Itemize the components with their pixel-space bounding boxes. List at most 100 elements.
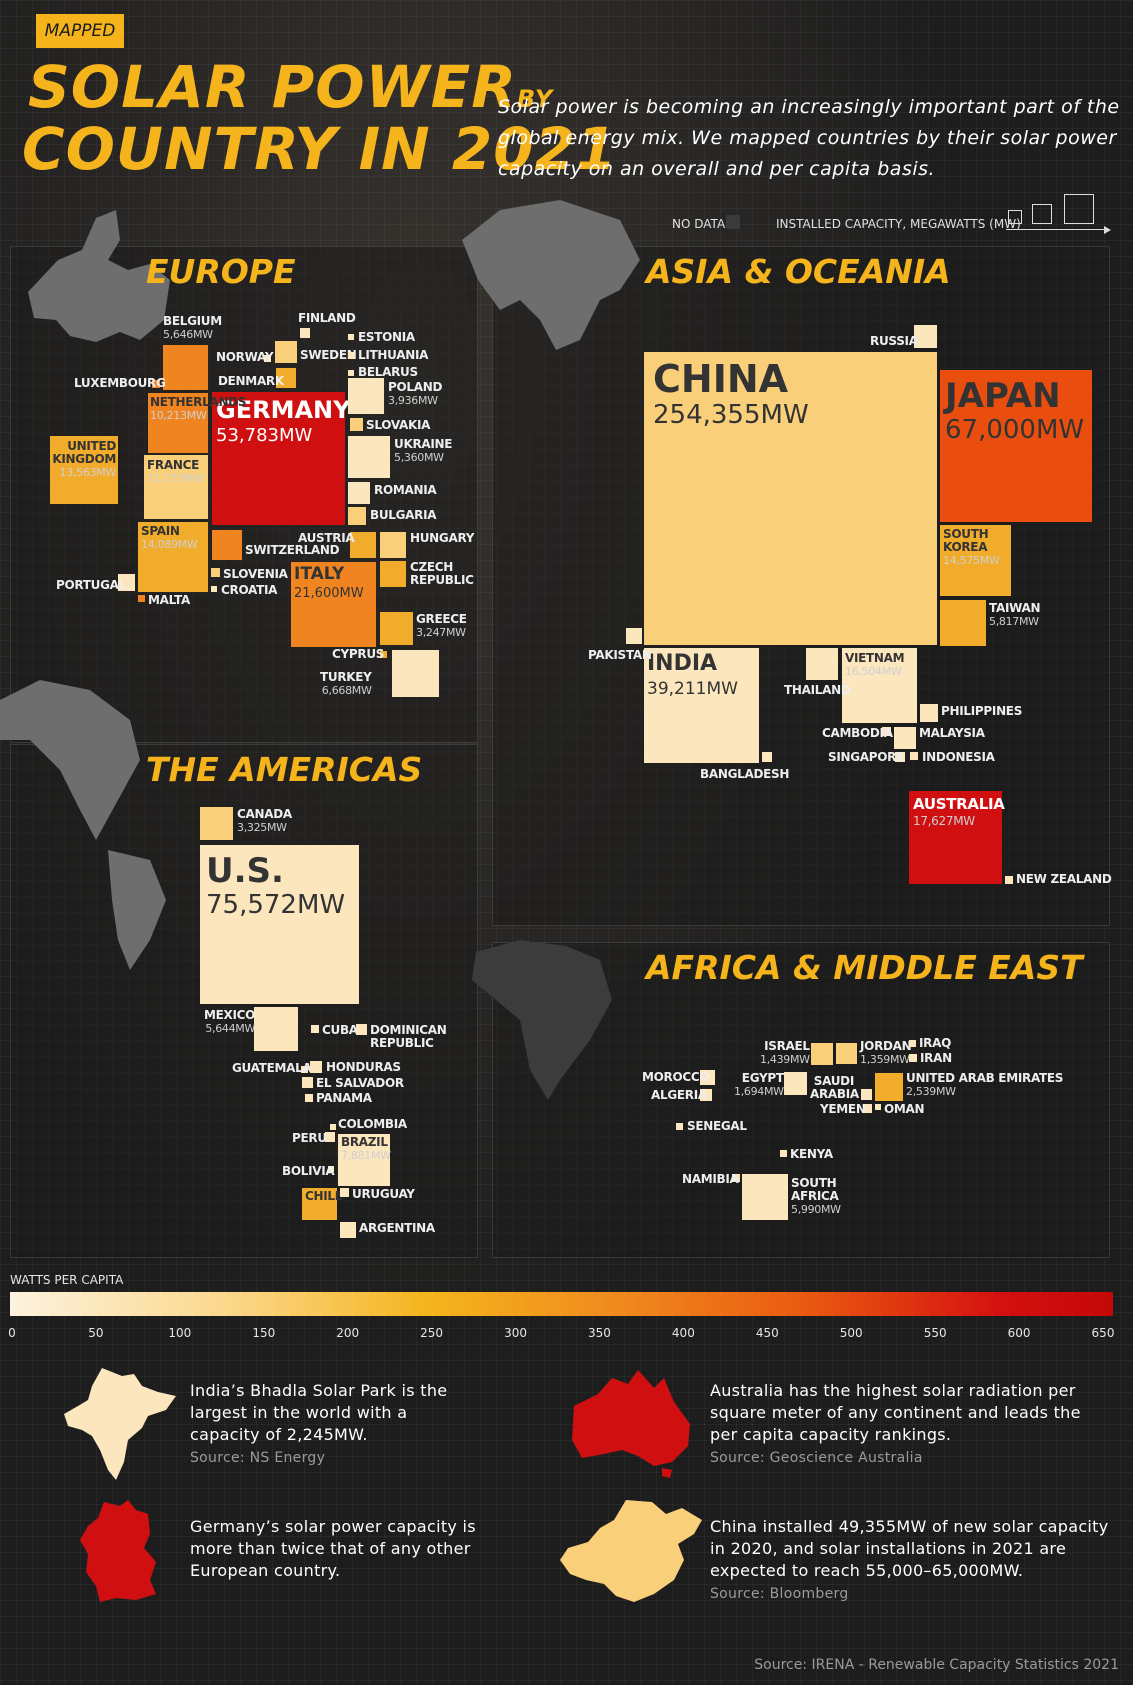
country-square-austria — [350, 532, 376, 558]
scale-tick: 450 — [755, 1326, 779, 1340]
country-label-hungary: HUNGARY — [410, 531, 475, 545]
country-square-finland — [300, 328, 310, 338]
country-label-russia: RUSSIA — [870, 334, 918, 348]
country-label-uk: UNITED KINGDOM 13,563MW — [52, 439, 116, 480]
country-square-lithuania — [348, 352, 355, 359]
country-label-chile: CHILE — [305, 1189, 343, 1203]
country-label-cambodia: CAMBODIA — [822, 726, 893, 740]
country-square-portugal — [118, 574, 135, 591]
country-square-thailand — [806, 648, 838, 680]
country-square-romania — [348, 482, 370, 504]
country-label-turkey: TURKEY 6,668MW — [320, 670, 372, 698]
country-square-cambodia — [882, 727, 891, 736]
country-square-israel — [811, 1043, 833, 1065]
africa-map-shape — [472, 940, 612, 1100]
country-label-slovakia: SLOVAKIA — [366, 418, 431, 432]
region-title-africa: AFRICA & MIDDLE EAST — [646, 948, 1083, 987]
country-label-pakistan: PAKISTAN — [588, 648, 652, 662]
fact-china: China installed 49,355MW of new solar ca… — [710, 1517, 1109, 1602]
country-label-iraq: IRAQ — [919, 1036, 951, 1050]
country-value-japan: 67,000MW — [945, 415, 1085, 445]
country-square-switzerland — [212, 530, 242, 560]
legend-no-data-swatch — [726, 215, 740, 229]
country-label-slovenia: SLOVENIA — [223, 567, 288, 581]
legend-size-medium — [1032, 204, 1052, 224]
fact-australia: Australia has the highest solar radiatio… — [710, 1381, 1081, 1466]
country-square-jordan — [836, 1043, 857, 1064]
country-square-sweden — [275, 341, 297, 363]
country-label-spain: SPAIN 14,089MW — [141, 524, 198, 552]
country-square-malta — [138, 595, 145, 602]
europe-map-shape — [28, 210, 170, 342]
country-label-south-korea: SOUTH KOREA 14,575MW — [943, 527, 1000, 568]
country-square-spain — [138, 522, 208, 592]
country-square-south-africa — [742, 1174, 788, 1220]
country-square-mexico — [254, 1007, 298, 1051]
country-square-morocco — [700, 1070, 715, 1085]
country-square-canada — [200, 807, 233, 840]
footer-source: Source: IRENA - Renewable Capacity Stati… — [754, 1657, 1119, 1673]
scale-tick: 350 — [588, 1326, 611, 1340]
country-square-argentina — [340, 1222, 356, 1238]
country-square-algeria — [700, 1089, 712, 1101]
country-square-china — [644, 352, 937, 645]
country-name-italy: ITALY — [294, 564, 345, 584]
country-label-algeria: ALGERIA — [651, 1088, 707, 1102]
country-square-taiwan — [940, 600, 986, 646]
country-value-us: 75,572MW — [206, 890, 346, 920]
country-square-estonia — [348, 334, 354, 340]
country-square-belgium — [163, 345, 208, 390]
country-label-peru: PERU — [292, 1131, 327, 1145]
country-square-senegal — [676, 1123, 683, 1130]
country-square-cyprus — [380, 651, 387, 658]
scale-tick: 150 — [252, 1326, 276, 1340]
country-label-brazil: BRAZIL 7,881MW — [341, 1135, 391, 1163]
country-square-peru — [325, 1132, 335, 1142]
country-square-australia — [909, 791, 1002, 884]
country-square-oman — [875, 1104, 881, 1110]
country-label-uruguay: URUGUAY — [352, 1187, 415, 1201]
country-square-singapore — [895, 752, 905, 762]
south-america-map-shape — [108, 850, 166, 970]
country-label-singapore: SINGAPORE — [828, 750, 905, 764]
country-label-panama: PANAMA — [316, 1091, 372, 1105]
country-name-china: CHINA — [653, 357, 789, 401]
country-label-estonia: ESTONIA — [358, 330, 415, 344]
title-line-1: SOLAR POWERBY — [28, 53, 554, 121]
legend-size-small — [1008, 210, 1022, 224]
country-label-kenya: KENYA — [790, 1147, 833, 1161]
continent-silhouettes — [0, 200, 640, 1100]
country-label-belarus: BELARUS — [358, 365, 418, 379]
country-square-croatia — [211, 586, 217, 592]
country-square-uae — [875, 1073, 903, 1101]
country-label-south-africa: SOUTH AFRICA 5,990MW — [791, 1176, 841, 1217]
country-square-russia — [914, 325, 937, 348]
intro-text: Solar power is becoming an increasingly … — [498, 96, 1120, 180]
country-square-bolivia — [328, 1166, 334, 1172]
country-label-croatia: CROATIA — [221, 583, 278, 597]
country-square-brazil — [338, 1134, 390, 1186]
china-icon — [560, 1500, 702, 1602]
country-square-indonesia — [910, 752, 918, 760]
country-square-kenya — [780, 1150, 787, 1157]
country-square-philippines — [920, 704, 938, 722]
country-square-ukraine — [348, 436, 390, 478]
country-square-france — [144, 455, 208, 519]
country-square-honduras — [310, 1061, 322, 1073]
country-label-cuba: CUBA — [322, 1023, 358, 1037]
country-label-colombia: COLOMBIA — [338, 1117, 407, 1131]
country-label-new-zealand: NEW ZEALAND — [1016, 872, 1112, 886]
region-title-americas: THE AMERICAS — [146, 750, 423, 789]
country-label-portugal: PORTUGAL — [56, 578, 127, 592]
country-name-india: INDIA — [647, 651, 718, 676]
country-square-belarus — [348, 370, 354, 376]
country-label-thailand: THAILAND — [784, 683, 851, 697]
country-label-dominican: DOMINICAN REPUBLIC — [370, 1023, 447, 1050]
country-square-bangladesh — [762, 752, 772, 762]
country-label-sweden: SWEDEN — [300, 348, 357, 362]
country-value-india: 39,211MW — [647, 679, 738, 699]
country-label-netherlands: NETHERLANDS 10,213MW — [150, 395, 247, 423]
country-value-china: 254,355MW — [653, 400, 809, 430]
country-square-vietnam — [842, 648, 917, 723]
scale-tick: 650 — [1091, 1326, 1115, 1340]
